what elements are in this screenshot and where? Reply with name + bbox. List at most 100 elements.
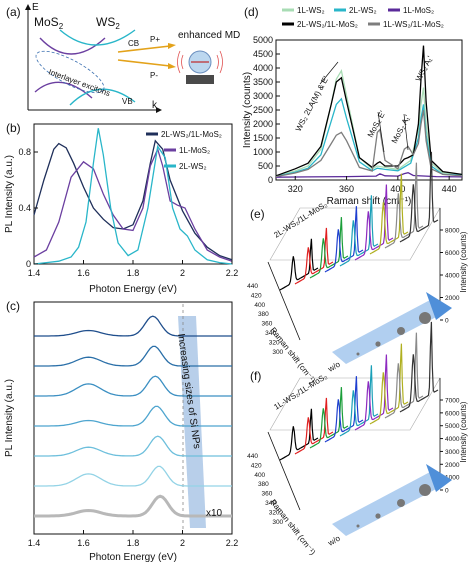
series-line-2l-ws-1l-mos [33, 139, 233, 261]
enhanced-md-label: enhanced MD [178, 30, 240, 41]
panel-e-arrowhead [426, 292, 452, 320]
panel-c-spectrum [34, 315, 232, 337]
waterfall-spectrum [279, 408, 319, 461]
panel-c-spectrum [34, 465, 232, 487]
panel-e-title: 2L-WS₂/1L-MoS₂ [272, 200, 328, 240]
panel-d-annotation-mos2-a1: MoS₂ A₁' [390, 113, 413, 145]
panel-f-x-ticks: 440 420 400 380 360 340 320 300 [247, 453, 283, 526]
legend-1l-mos2-d: 1L-MoS₂ [403, 6, 434, 15]
panel-c-x-ticks: 1.4 1.6 1.8 2 2.2 [28, 530, 238, 548]
z-tick-label: 2000 [445, 462, 460, 469]
waterfall-spectrum [399, 321, 439, 413]
x-tick-label: 360 [339, 184, 354, 194]
panel-c-spectrum [34, 435, 232, 457]
waterfall-spectrum [354, 354, 394, 431]
x-tick-label: 300 [272, 519, 283, 526]
z-tick-label: 0 [445, 488, 449, 495]
waterfall-spectrum [384, 332, 424, 419]
ws2-conduction-band [59, 29, 136, 46]
panel-d-legend: 1L-WS₂ 2L-WS₂ 1L-MoS₂ 2L-WS₂/1L-MoS₂ 1L-… [282, 6, 444, 29]
panel-d-xlabel: Raman shift (cm⁻¹) [327, 196, 412, 207]
y-tick-label: 1000 [253, 147, 273, 157]
legend-1l-ws2: 1L-WS₂ [297, 6, 325, 15]
z-tick-label: 4000 [445, 273, 460, 280]
panel-a-ws2-label: WS2 [96, 15, 120, 31]
panel-c-spectrum [34, 494, 232, 518]
y-tick-label: 3500 [253, 77, 273, 87]
waterfall-spectrum [399, 151, 439, 243]
panel-b: (b) 1.4 1.6 1.8 2 2.2 0 0.4 0.8 Photon Energy … [4, 121, 238, 295]
radiation-wave-icon [177, 50, 223, 74]
panel-d-y-ticks: 0 500 1000 1500 2000 2500 3000 3500 4000 4500 5000 [253, 35, 280, 185]
waterfall-spectrum [339, 195, 379, 267]
vb-label: VB [122, 97, 133, 106]
x-tick-label: 1.6 [77, 268, 90, 278]
panel-e-wo: w/o [326, 359, 343, 374]
panel-b-legend: 2L-WS₂/1L-MoS₂ 1L-MoS₂ 2L-WS₂ [146, 130, 222, 171]
x-tick-label: 400 [254, 302, 265, 309]
panel-c-label: (c) [6, 299, 20, 313]
x-tick-label: 2 [180, 538, 185, 548]
x-tick-label: 2 [180, 268, 185, 278]
legend-2l-ws2-1l-mos2-d: 2L-WS₂/1L-MoS₂ [297, 20, 358, 29]
x-tick-label: 320 [269, 509, 280, 516]
ann-arrow-mos2-e [377, 111, 385, 153]
x-tick-label: 320 [269, 339, 280, 346]
np-size-dot-f4 [419, 484, 431, 496]
panel-c: (c) 1.4 1.6 1.8 2 2.2 Increasing sizes of Si… [4, 299, 238, 563]
z-tick-label: 3000 [445, 449, 460, 456]
x-tick-label: 340 [265, 330, 276, 337]
panel-f-zlabel: Intensity (counts) [459, 401, 468, 462]
x-tick-label: 400 [390, 184, 405, 194]
waterfall-spectrum [384, 162, 424, 249]
np-size-dot-4 [419, 312, 431, 324]
panel-f-3d-box [267, 377, 441, 511]
waterfall-spectrum [354, 184, 394, 261]
panel-f-plot-area [279, 321, 439, 461]
series-line-1l-ws-1l-mos [275, 109, 463, 178]
y-tick-label: 0 [26, 259, 31, 269]
panel-e-label: (e) [250, 207, 265, 221]
x-tick-label: 360 [262, 321, 273, 328]
y-tick-label: 2000 [253, 119, 273, 129]
x-tick-label: 1.8 [127, 538, 140, 548]
panel-b-plot-area [33, 128, 233, 265]
panel-a-energy-arrowhead [25, 4, 31, 10]
y-tick-label: 0 [268, 175, 273, 185]
y-tick-label: 0.8 [18, 147, 31, 157]
y-tick-label: 500 [258, 161, 273, 171]
panel-f-size-arrow [332, 472, 442, 536]
y-tick-label: 4000 [253, 63, 273, 73]
panel-b-label: (b) [6, 121, 21, 135]
panel-a-mos2-label: MoS2 [34, 15, 64, 31]
p-plus-arrowhead [168, 43, 176, 49]
panel-d-plot-area [275, 45, 463, 178]
panel-e-plot-area [279, 151, 439, 291]
x-tick-label: 1.4 [28, 268, 41, 278]
panel-c-spectrum [34, 345, 232, 367]
p-plus-label: P+ [150, 35, 160, 44]
panel-c-ylabel: PL Intensity (a.u.) [4, 379, 15, 457]
waterfall-spectrum [294, 397, 334, 455]
x-tick-label: 1.8 [127, 268, 140, 278]
z-tick-label: 6000 [445, 250, 460, 257]
waterfall-spectrum [339, 365, 379, 437]
legend-1l-ws2-1l-mos2: 1L-WS₂/1L-MoS₂ [383, 20, 444, 29]
panel-d: (d) 320 360 400 440 0 500 1000 1500 2000 2500 300… [242, 5, 463, 207]
waterfall-spectrum [294, 227, 334, 285]
x-tick-label: 340 [265, 500, 276, 507]
x-tick-label: 320 [288, 184, 303, 194]
substrate-block [186, 75, 214, 84]
series-line-1l-mos [275, 172, 463, 178]
x-tick-label: 1.4 [28, 538, 41, 548]
panel-d-x-ticks: 320 360 400 440 [288, 176, 457, 194]
panel-c-spectrum [34, 405, 232, 427]
waterfall-spectrum [324, 206, 364, 273]
panel-c-shift-band [178, 316, 206, 528]
series-line-2l-ws [33, 128, 233, 265]
panel-c-spectrum [34, 375, 232, 397]
p-plus-arrow [117, 45, 171, 53]
panel-e-x-axis [267, 261, 301, 341]
panel-b-y-ticks: 0 0.4 0.8 [18, 147, 38, 269]
